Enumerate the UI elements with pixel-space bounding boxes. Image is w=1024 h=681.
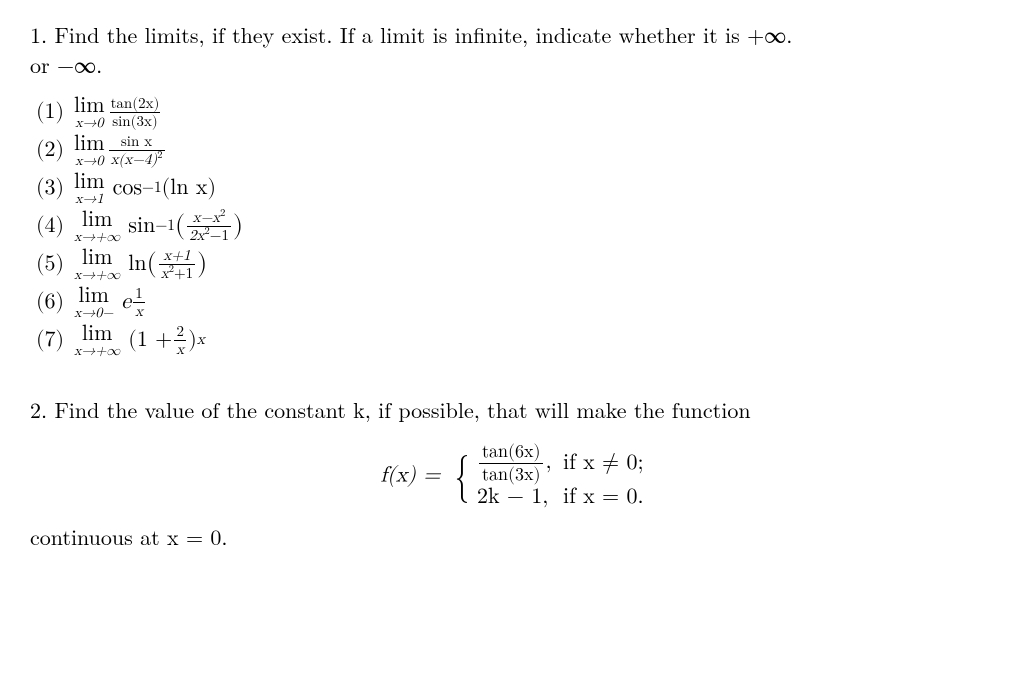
subnum-3: (3) bbox=[36, 174, 72, 204]
q1-item-7: (7) lim x→+∞ (1 + 2 x )x bbox=[36, 321, 994, 359]
subnum-7: (7) bbox=[36, 326, 72, 356]
frac-case1: tan(6x) tan(3x) bbox=[479, 443, 544, 484]
subnum-5: (5) bbox=[36, 250, 72, 280]
q1-intro: 1. Find the limits, if they exist. If a … bbox=[30, 20, 994, 79]
subnum-4: (4) bbox=[36, 212, 72, 242]
q1-item-4: (4) lim x→+∞ sin−1( x−x2 2x2−1 ) bbox=[36, 207, 994, 245]
lim-2: lim x→0 bbox=[74, 133, 105, 168]
q1-item-2: (2) lim x→0 sin x x(x−4)2 bbox=[36, 131, 994, 169]
q1-item-5: (5) lim x→+∞ ln( x+1 x2+1 ) bbox=[36, 245, 994, 283]
case-row-2: 2k − 1, if x = 0. bbox=[477, 484, 644, 510]
q1-intro-line1: 1. Find the limits, if they exist. If a … bbox=[30, 19, 792, 50]
subnum-2: (2) bbox=[36, 136, 72, 166]
q1-intro-line2: or −∞. bbox=[30, 49, 102, 80]
q2-equation: f(x) = { tan(6x) tan(3x) , if x ≠ 0; 2k … bbox=[30, 443, 994, 510]
frac-1: tan(2x) sin(3x) bbox=[109, 96, 162, 129]
q2-tail: continuous at x = 0. bbox=[30, 522, 994, 552]
subnum-1: (1) bbox=[36, 98, 72, 128]
piecewise-cases: tan(6x) tan(3x) , if x ≠ 0; 2k − 1, if x… bbox=[477, 443, 644, 510]
lim-5: lim x→+∞ bbox=[74, 247, 120, 282]
q1-item-1: (1) lim x→0 tan(2x) sin(3x) bbox=[36, 93, 994, 131]
lim-6: lim x→0− bbox=[74, 285, 113, 320]
lim-7: lim x→+∞ bbox=[74, 323, 120, 358]
q1-item-6: (6) lim x→0− e1x bbox=[36, 283, 994, 321]
frac-4: x−x2 2x2−1 bbox=[187, 210, 231, 243]
lim-4: lim x→+∞ bbox=[74, 209, 120, 244]
frac-5: x+1 x2+1 bbox=[159, 248, 195, 281]
frac-2: sin x x(x−4)2 bbox=[109, 134, 165, 167]
q1-item-3: (3) lim x→1 cos−1(ln x) bbox=[36, 169, 994, 207]
lim-3: lim x→1 bbox=[74, 171, 105, 206]
case-row-1: tan(6x) tan(3x) , if x ≠ 0; bbox=[477, 443, 644, 484]
left-brace-icon: { bbox=[454, 453, 468, 501]
frac-6-exp: 1x bbox=[133, 286, 145, 319]
q2-intro-text: 2. Find the value of the constant k, if … bbox=[30, 394, 751, 425]
subnum-6: (6) bbox=[36, 288, 72, 318]
lim-1: lim x→0 bbox=[74, 95, 105, 130]
q2-intro: 2. Find the value of the constant k, if … bbox=[30, 395, 994, 425]
q1-sublist: (1) lim x→0 tan(2x) sin(3x) (2) lim x→0 … bbox=[36, 93, 994, 359]
frac-7: 2 x bbox=[174, 324, 186, 357]
